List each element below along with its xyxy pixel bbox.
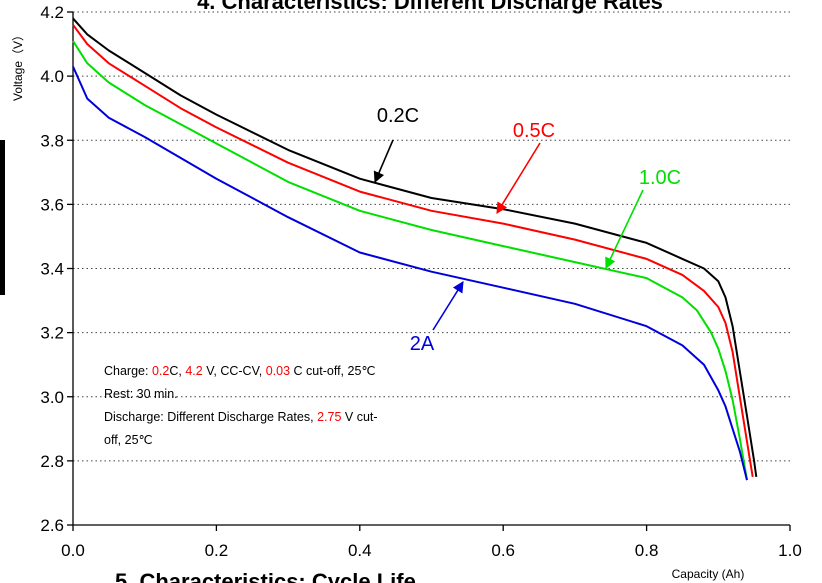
y-tick-label: 3.4	[40, 260, 64, 279]
note-segment: Discharge: Different Discharge Rates,	[104, 410, 317, 424]
x-tick-label: 0.8	[635, 541, 659, 560]
note-segment: 0.03	[266, 364, 290, 378]
series-line	[72, 17, 758, 478]
y-tick-label: 4.0	[40, 67, 64, 86]
y-tick-label: 2.6	[40, 516, 64, 535]
series-line	[72, 40, 748, 481]
x-tick-label: 0.2	[205, 541, 229, 560]
chart-title: 4. Characteristics: Different Discharge …	[197, 0, 663, 14]
series-line	[72, 66, 748, 481]
y-tick-label: 4.2	[40, 3, 64, 22]
series-line	[72, 24, 754, 478]
series-arrow	[373, 139, 394, 184]
note-segment: C,	[169, 364, 185, 378]
x-tick-label: 1.0	[778, 541, 802, 560]
x-tick-label: 0.6	[491, 541, 515, 560]
note-segment: Charge:	[104, 364, 152, 378]
series-arrow	[432, 281, 464, 331]
series-arrow	[605, 189, 644, 270]
note-segment: Rest: 30 min.	[104, 387, 178, 401]
note-segment: 0.2	[152, 364, 169, 378]
note-line: off, 25℃	[104, 433, 153, 447]
series-label: 0.2C	[377, 105, 419, 127]
y-axis-label: Voltage（V）	[11, 29, 25, 101]
y-tick-label: 3.8	[40, 131, 64, 150]
series-label: 2A	[410, 333, 435, 355]
y-tick-label: 3.2	[40, 324, 64, 343]
note-segment: off, 25℃	[104, 433, 153, 447]
y-tick-label: 3.0	[40, 388, 64, 407]
note-segment: V, CC-CV,	[203, 364, 266, 378]
note-segment: C cut-off, 25℃	[290, 364, 375, 378]
series-label: 0.5C	[513, 120, 555, 142]
series-label: 1.0C	[639, 167, 681, 189]
y-tick-label: 3.6	[40, 195, 64, 214]
note-line: Charge: 0.2C, 4.2 V, CC-CV, 0.03 C cut-o…	[104, 364, 375, 378]
y-tick-label: 2.8	[40, 452, 64, 471]
edge-bar	[0, 140, 5, 295]
x-tick-label: 0.0	[61, 541, 85, 560]
x-tick-label: 0.4	[348, 541, 372, 560]
x-axis-label: Capacity (Ah)	[672, 567, 745, 581]
note-line: Rest: 30 min.	[104, 387, 178, 401]
note-segment: 2.75	[317, 410, 341, 424]
series-arrow	[496, 142, 541, 214]
next-heading: 5. Characteristics: Cycle Life	[115, 569, 416, 583]
note-line: Discharge: Different Discharge Rates, 2.…	[104, 410, 378, 424]
note-segment: V cut-	[341, 410, 377, 424]
note-segment: 4.2	[185, 364, 202, 378]
